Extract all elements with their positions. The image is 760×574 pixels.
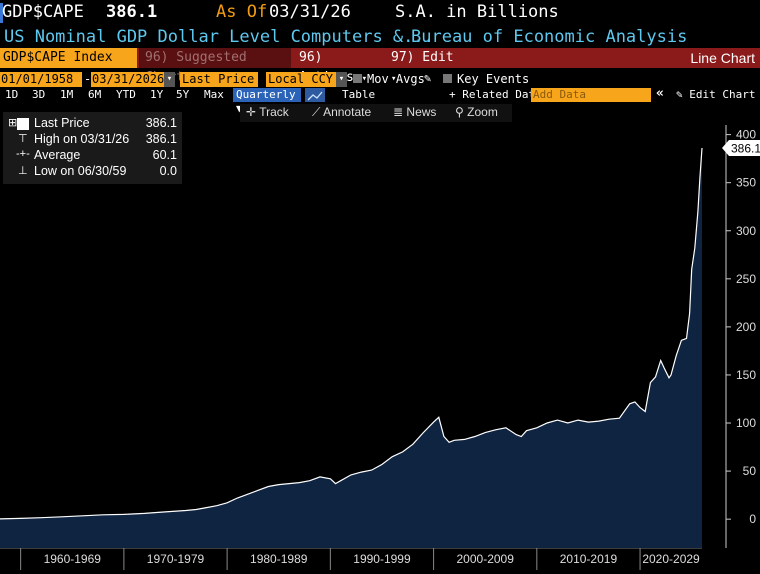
series-area [0, 148, 702, 548]
legend-low-value: 0.0 [159, 164, 177, 178]
edit-chart-label: Edit Chart [689, 88, 756, 101]
as-of-date: 03/31/26 [269, 2, 351, 22]
caret-down-icon: ▼ [236, 102, 243, 115]
high-marker-icon: ⊤ [18, 133, 28, 145]
key-events-checkbox[interactable] [443, 74, 452, 83]
period-ytd[interactable]: YTD [116, 88, 136, 101]
line-chart-icon[interactable] [305, 88, 325, 102]
x-axis-ticks: 1960-1969 1970-1979 1980-1989 1990-1999 2000… [0, 547, 702, 570]
chart-tools-bar [240, 104, 512, 122]
calendar-dropdown-icon[interactable]: ▾ [164, 72, 175, 87]
price-field-select[interactable]: Last Price [180, 72, 258, 87]
series-description: US Nominal GDP Dollar Level Computers &.… [4, 27, 434, 47]
caret-down-icon: ▾ [391, 74, 397, 84]
legend-low-label: Low on 06/30/59 [34, 164, 127, 178]
add-data-input[interactable]: Add Data [531, 88, 651, 102]
series-line [0, 147, 703, 520]
pencil-icon: ✎ [676, 88, 683, 101]
y-tick-label: 50 [743, 464, 757, 478]
data-source: Bureau of Economic Analysis [411, 27, 688, 47]
end-date-input[interactable]: 03/31/2026 [91, 72, 165, 87]
chart-type-label[interactable]: Line Chart [690, 50, 755, 66]
period-1y[interactable]: 1Y [150, 88, 164, 101]
period-5y[interactable]: 5Y [176, 88, 190, 101]
legend-average-label: Average [34, 148, 81, 162]
y-tick-label: 350 [736, 176, 756, 190]
key-events-label: Key Events [457, 72, 530, 86]
last-value-tag [722, 139, 760, 156]
track-tool[interactable]: ✛ Track [246, 105, 289, 119]
mov-avgs-label: Mov Avgs [367, 72, 425, 86]
currency-dropdown-icon[interactable]: ▾ [336, 72, 347, 87]
track-label: Track [259, 105, 289, 119]
x-tick-label: 2010-2019 [560, 552, 618, 566]
zoom-tool[interactable]: ⚲ Zoom [455, 105, 498, 119]
currency-select[interactable]: Local CCY [266, 72, 336, 87]
news-label: News [406, 105, 437, 119]
legend-last-price-value: 386.1 [145, 116, 177, 130]
period-6m[interactable]: 6M [88, 88, 102, 101]
zoom-label: Zoom [467, 105, 498, 119]
start-date-input[interactable]: 01/01/1958 [0, 72, 82, 87]
pencil-icon[interactable]: ✎ [424, 71, 432, 85]
security-ticker[interactable]: GDP$CAPE [2, 2, 84, 22]
news-icon: ≣ [393, 105, 404, 119]
y-tick-label: 250 [736, 272, 756, 286]
date-separator: - [84, 72, 92, 86]
table-button[interactable]: Table [342, 88, 376, 101]
units-label: S.A. in Billions [395, 2, 559, 22]
average-marker-icon: -+- [16, 148, 30, 160]
y-axis-ticks: 0 50 100 150 200 250 300 350 400 [726, 128, 757, 526]
x-tick-label: 2020-2029 [642, 552, 700, 566]
related-data-button[interactable]: + Related Dat [449, 88, 536, 101]
y-tick-label: 300 [736, 224, 756, 238]
edit-label: 97) Edit [391, 50, 454, 65]
legend-average-value: 60.1 [152, 148, 177, 162]
annotate-label: Annotate [323, 105, 372, 119]
last-value: 386.1 [106, 2, 158, 22]
line-chart-glyph [307, 91, 323, 101]
last-value-marker: 386.1 [722, 139, 760, 156]
period-max[interactable]: Max [204, 88, 224, 101]
magnifier-icon: ⚲ [455, 105, 464, 119]
last-value-tag-label: 386.1 [731, 141, 760, 155]
edit-chart-button[interactable]: ✎ Edit Chart [676, 88, 755, 101]
ticker-accent-bar [0, 3, 3, 23]
period-1m[interactable]: 1M [60, 88, 74, 101]
x-tick-label: 1960-1969 [44, 552, 102, 566]
frequency-label: Quarterly [236, 88, 296, 101]
last-price-swatch [17, 118, 29, 130]
annotate-line-icon: ⟋ [312, 105, 321, 119]
frequency-select[interactable]: Quarterly ▼ [233, 88, 301, 115]
edit-menu[interactable]: 97) Edit ▾ [385, 48, 465, 84]
caret-down-icon: ▾ [361, 74, 368, 84]
x-tick-label: 1980-1989 [250, 552, 308, 566]
legend-high-label: High on 03/31/26 [34, 132, 130, 146]
y-tick-label: 150 [736, 368, 756, 382]
ticker-field[interactable]: GDP$CAPE Index [0, 48, 137, 68]
period-1d[interactable]: 1D [5, 88, 19, 101]
x-tick-label: 2000-2009 [457, 552, 515, 566]
y-tick-label: 400 [736, 128, 756, 142]
as-of-label: As Of [216, 2, 268, 22]
x-tick-label: 1990-1999 [353, 552, 411, 566]
y-tick-label: 100 [736, 416, 756, 430]
crosshair-icon: ✛ [246, 105, 257, 119]
chart-legend [3, 112, 182, 184]
mov-avgs-checkbox[interactable] [353, 74, 362, 83]
news-tool[interactable]: ≣ News [393, 105, 436, 119]
y-tick-label: 0 [749, 512, 756, 526]
annotate-tool[interactable]: ⟋ Annotate [312, 105, 371, 120]
legend-expand-icon[interactable]: ⊞ [8, 117, 18, 129]
period-3d[interactable]: 3D [32, 88, 46, 101]
legend-last-price-label: Last Price [34, 116, 90, 130]
y-tick-label: 200 [736, 320, 756, 334]
x-tick-label: 1970-1979 [147, 552, 205, 566]
low-marker-icon: ⊥ [18, 165, 28, 177]
collapse-chevrons-icon[interactable]: « [656, 86, 664, 101]
legend-high-value: 386.1 [145, 132, 177, 146]
